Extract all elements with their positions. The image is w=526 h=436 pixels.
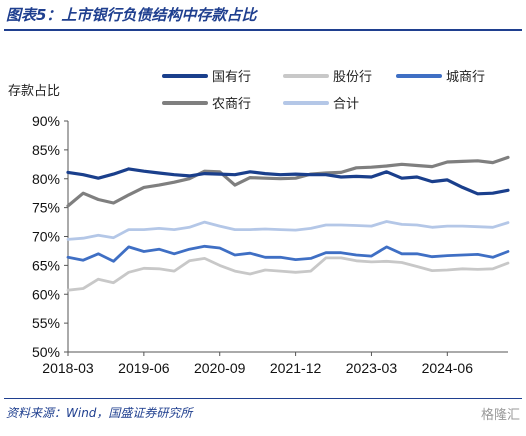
y-tick-label: 55% [32, 315, 60, 331]
x-tick-label: 2021-12 [270, 360, 322, 376]
series-line-0 [66, 167, 510, 196]
legend-label: 国有行 [212, 70, 251, 85]
legend-label: 股份行 [333, 70, 372, 85]
plot-area [66, 155, 510, 292]
y-tick-label: 65% [32, 257, 60, 273]
x-tick-label: 2018-03 [42, 360, 94, 376]
y-tick-label: 75% [32, 200, 60, 216]
x-tick-label: 2023-03 [346, 360, 398, 376]
source-divider [4, 398, 522, 399]
x-tick-label: 2020-09 [194, 360, 246, 376]
y-axis-label: 存款占比 [8, 84, 61, 99]
legend-label: 农商行 [212, 97, 251, 112]
legend-label: 城商行 [446, 70, 485, 85]
series-line-1 [66, 256, 510, 292]
legend-label: 合计 [333, 97, 359, 112]
title-divider [4, 29, 522, 31]
series-line-3 [66, 155, 510, 208]
source-note: 资料来源：Wind，国盛证券研究所 [6, 406, 193, 420]
axes: 50% 55% 60% 65% 70% 75% 80% 85% 90% 2018-03 2019-0… [32, 113, 508, 376]
series-line-2 [66, 244, 510, 263]
y-tick-label: 90% [32, 113, 60, 129]
y-tick-label: 60% [32, 286, 60, 302]
watermark: 格隆汇 [480, 408, 520, 423]
x-tick-label: 2019-06 [118, 360, 170, 376]
y-tick-label: 50% [32, 344, 60, 360]
y-tick-label: 85% [32, 142, 60, 158]
y-tick-label: 70% [32, 229, 60, 245]
x-tick-label: 2024-06 [422, 360, 474, 376]
series-line-4 [66, 220, 510, 241]
y-tick-label: 80% [32, 171, 60, 187]
chart-title: 图表5：上市银行负债结构中存款占比 [6, 6, 257, 24]
